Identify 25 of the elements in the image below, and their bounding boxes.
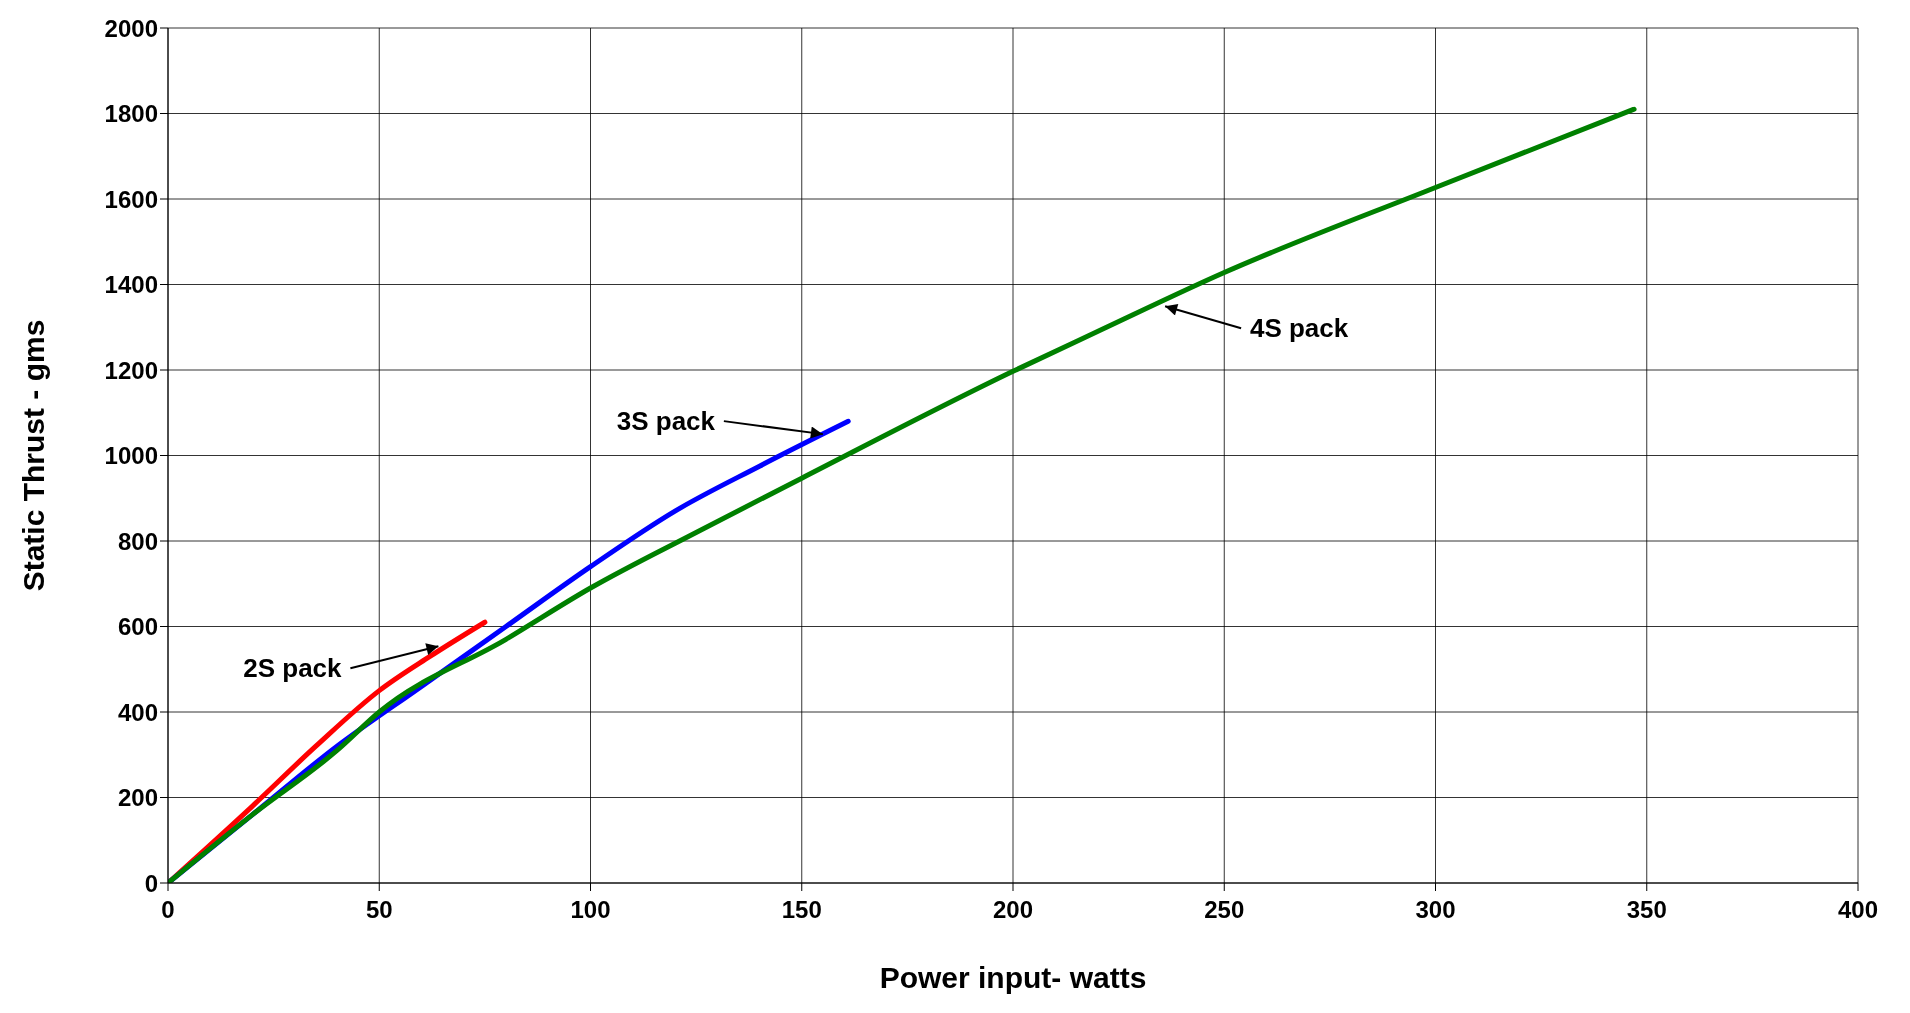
- y-tick-label: 600: [117, 613, 158, 641]
- x-axis-title: Power input- watts: [879, 961, 1147, 994]
- y-tick-label: 1800: [104, 100, 158, 128]
- x-tick-label: 400: [1837, 896, 1879, 924]
- y-tick-label: 1000: [104, 442, 158, 470]
- annotation: 3S pack: [616, 406, 716, 437]
- y-axis-title: Static Thrust - gms: [16, 319, 50, 592]
- x-tick-label: 150: [781, 896, 822, 924]
- x-tick-label: 250: [1204, 896, 1245, 924]
- y-tick-label: 1600: [104, 185, 158, 213]
- x-tick-label: 200: [992, 896, 1034, 924]
- y-tick-label: 800: [117, 527, 158, 555]
- x-tick-label: 300: [1415, 896, 1456, 924]
- x-tick-label: 0: [161, 896, 175, 924]
- y-tick-label: 1400: [104, 271, 158, 299]
- annotation: 4S pack: [1249, 313, 1349, 344]
- x-tick-label: 50: [365, 896, 393, 924]
- y-tick-label: 200: [117, 784, 158, 812]
- y-tick-label: 2000: [104, 14, 158, 42]
- annotation: 2S pack: [243, 653, 343, 684]
- y-tick-label: 400: [117, 698, 158, 726]
- x-tick-label: 100: [570, 896, 611, 924]
- y-tick-label: 1200: [104, 356, 158, 384]
- y-tick-label: 0: [144, 869, 158, 897]
- x-tick-label: 350: [1626, 896, 1667, 924]
